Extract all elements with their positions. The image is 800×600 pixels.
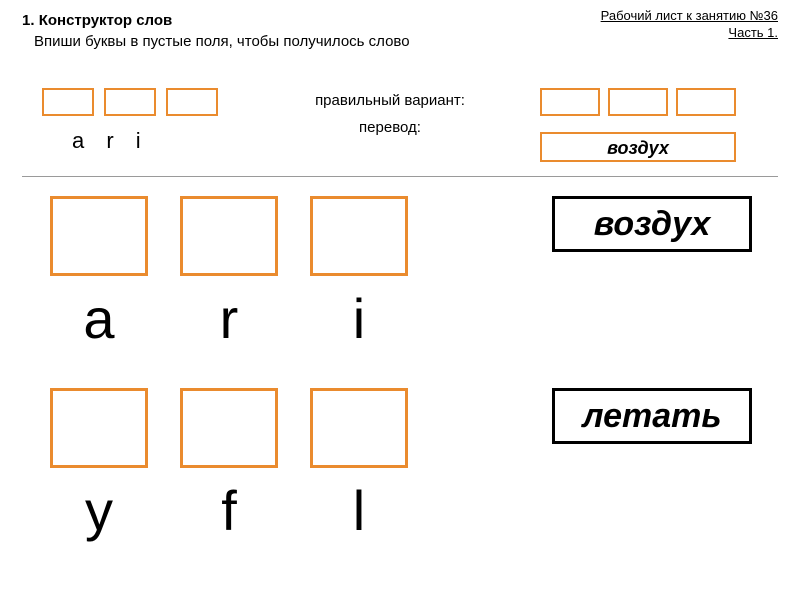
letter-input-box[interactable] [310, 388, 408, 468]
worksheet-info: Рабочий лист к занятию №36 Часть 1. [601, 8, 778, 42]
letter-input-box[interactable] [310, 196, 408, 276]
header-left: 1. Конструктор слов Впиши буквы в пустые… [22, 12, 410, 50]
translation-box: летать [552, 388, 752, 444]
divider-line [22, 176, 778, 177]
hint-letter: y [50, 478, 148, 543]
hint-letter: i [310, 286, 408, 351]
example-answer-box [608, 88, 668, 116]
exercise-title: 1. Конструктор слов [22, 12, 410, 29]
example-input-box[interactable] [166, 88, 218, 116]
example-answer-box [540, 88, 600, 116]
example-letters: a r i [72, 128, 149, 154]
example-labels: правильный вариант: перевод: [310, 92, 470, 136]
letter-input-box[interactable] [180, 196, 278, 276]
label-correct: правильный вариант: [310, 92, 470, 109]
example-input-box[interactable] [104, 88, 156, 116]
example-input-box[interactable] [42, 88, 94, 116]
letter-input-box[interactable] [50, 388, 148, 468]
worksheet-line1: Рабочий лист к занятию №36 [601, 8, 778, 25]
hint-letter: r [180, 286, 278, 351]
letter-input-box[interactable] [50, 196, 148, 276]
hint-letter: l [310, 478, 408, 543]
hint-letter: a [50, 286, 148, 351]
letter-input-box[interactable] [180, 388, 278, 468]
title-number: 1. [22, 12, 35, 29]
hint-letter: f [180, 478, 278, 543]
example-translation-box: воздух [540, 132, 736, 162]
title-main: Конструктор слов [39, 12, 173, 29]
exercise-subtitle: Впиши буквы в пустые поля, чтобы получил… [34, 33, 410, 50]
translation-box: воздух [552, 196, 752, 252]
example-answer-box [676, 88, 736, 116]
worksheet-line2: Часть 1. [601, 25, 778, 42]
label-translation: перевод: [310, 119, 470, 136]
